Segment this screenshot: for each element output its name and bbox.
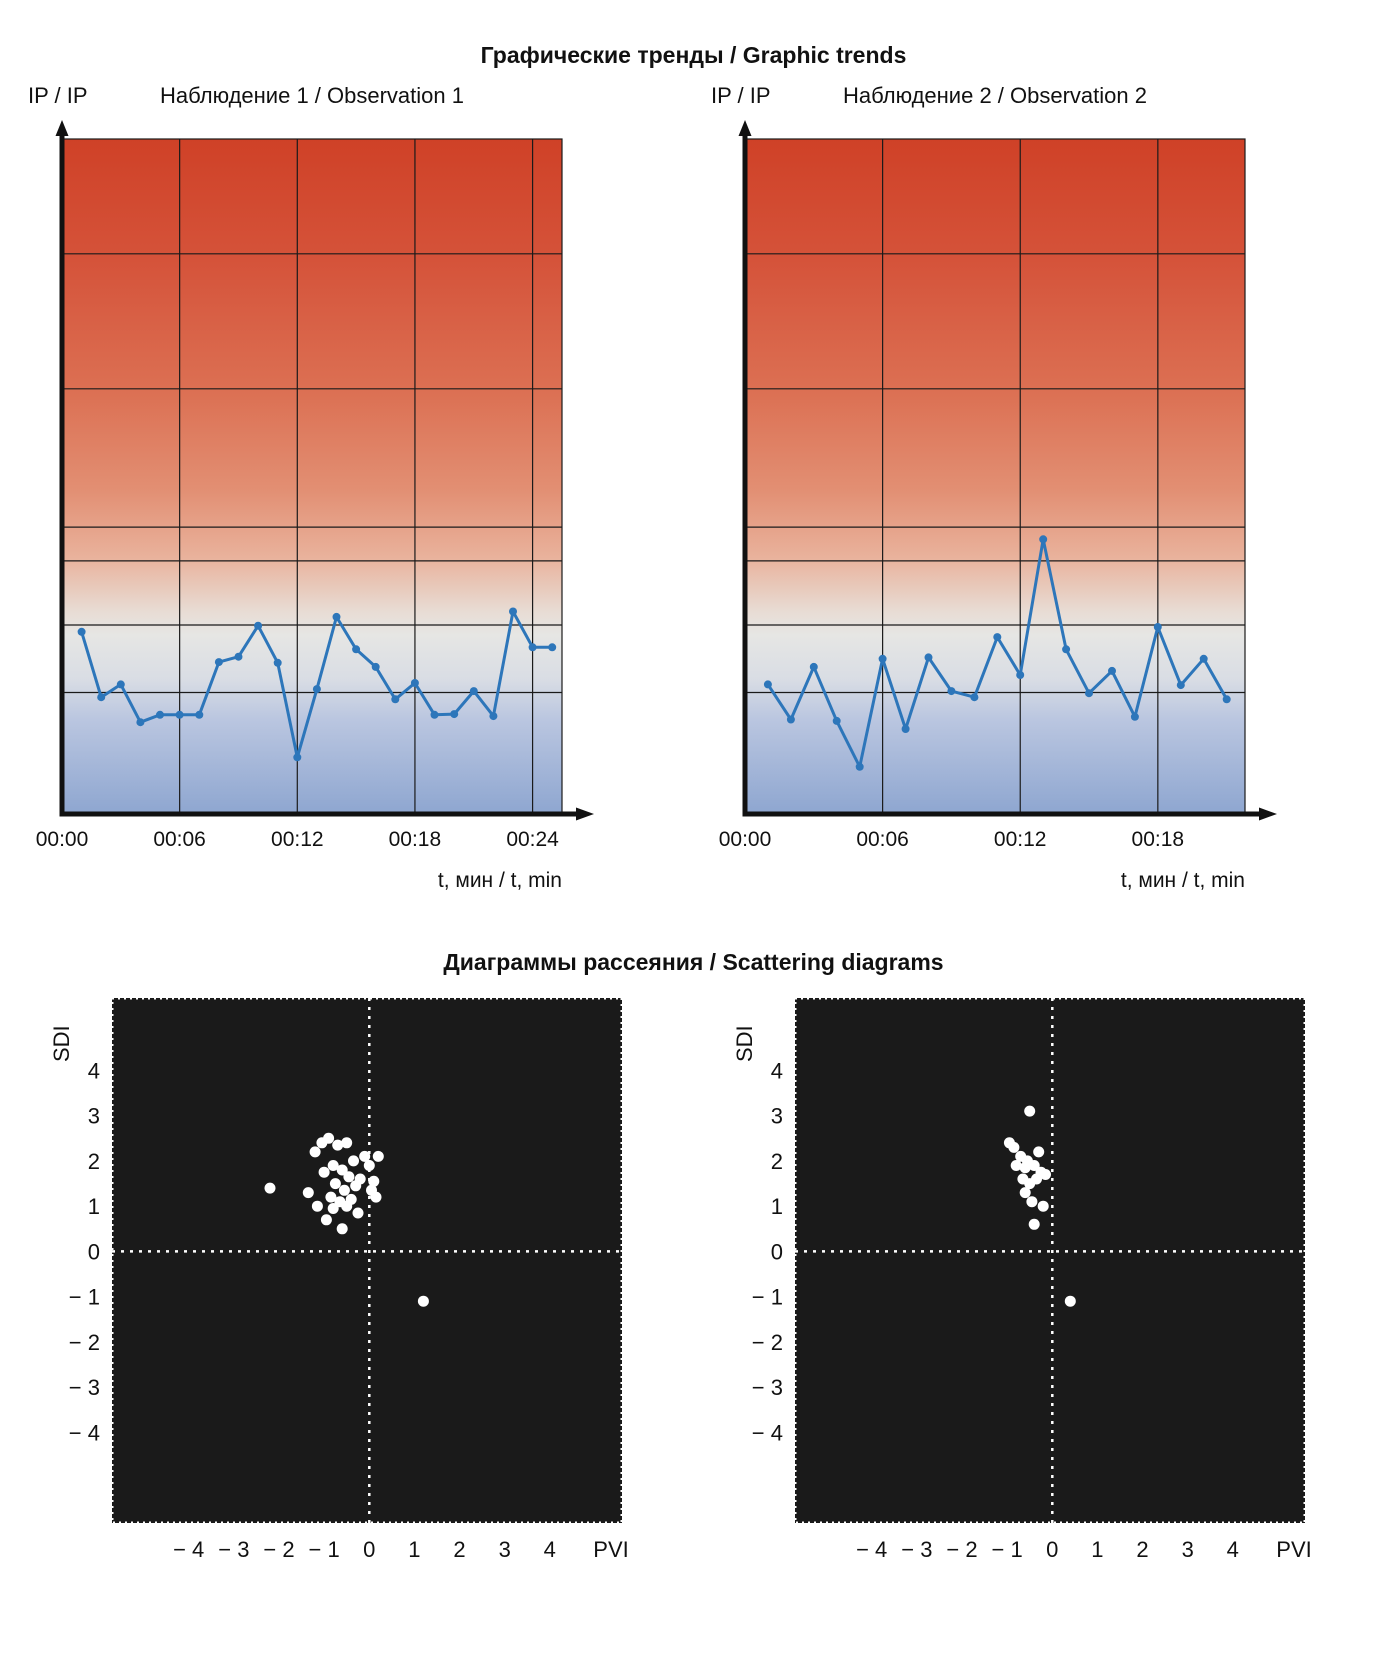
trends-row: IP / IP Наблюдение 1 / Observation 1 00:… <box>0 83 1387 893</box>
svg-text:3: 3 <box>88 1104 100 1129</box>
svg-text:2: 2 <box>1137 1537 1149 1562</box>
svg-text:− 1: − 1 <box>992 1537 1023 1562</box>
svg-text:PVI: PVI <box>593 1537 628 1562</box>
svg-text:SDI: SDI <box>49 1025 74 1062</box>
scatter-section-title: Диаграммы рассеяния / Scattering diagram… <box>443 949 944 975</box>
svg-text:1: 1 <box>771 1194 783 1219</box>
svg-text:00:18: 00:18 <box>1132 828 1185 851</box>
svg-text:− 4: − 4 <box>752 1421 783 1446</box>
svg-text:− 2: − 2 <box>263 1537 294 1562</box>
svg-text:00:18: 00:18 <box>389 828 442 851</box>
svg-text:00:06: 00:06 <box>856 828 909 851</box>
svg-text:− 2: − 2 <box>947 1537 978 1562</box>
svg-text:1: 1 <box>408 1537 420 1562</box>
svg-text:00:06: 00:06 <box>153 828 206 851</box>
trend-chart-observation-1: IP / IP Наблюдение 1 / Observation 1 00:… <box>22 83 682 893</box>
x-axis-label: t, мин / t, min <box>1120 869 1245 892</box>
trend-chart-2-header: IP / IP Наблюдение 2 / Observation 2 <box>705 83 1365 119</box>
svg-text:0: 0 <box>88 1239 100 1264</box>
y-axis-label: IP / IP <box>711 83 771 108</box>
svg-text:1: 1 <box>1092 1537 1104 1562</box>
trend-plot-2: 00:00 00:06 00:12 00:18 <box>719 120 1277 851</box>
svg-text:00:00: 00:00 <box>719 828 772 851</box>
svg-text:− 2: − 2 <box>69 1330 100 1355</box>
chart-title: Наблюдение 1 / Observation 1 <box>160 83 464 108</box>
svg-text:4: 4 <box>543 1537 555 1562</box>
svg-text:− 2: − 2 <box>752 1330 783 1355</box>
scatter-plot-1: 4 3 2 1 0 − 1 − 2 − 3 − 4 − 4 − 3 − 2 − 1 0 1 2 3 4 SDI PVI <box>49 996 628 1562</box>
svg-text:0: 0 <box>1046 1537 1058 1562</box>
svg-text:1: 1 <box>88 1194 100 1219</box>
trend-chart-observation-2: IP / IP Наблюдение 2 / Observation 2 00:… <box>705 83 1365 893</box>
svg-text:00:00: 00:00 <box>36 828 89 851</box>
trend-plot-1: 00:00 00:06 00:12 00:18 00:24 <box>36 120 594 851</box>
y-axis-label: IP / IP <box>28 83 88 108</box>
svg-text:− 4: − 4 <box>173 1537 204 1562</box>
svg-text:00:12: 00:12 <box>271 828 324 851</box>
trend-chart-1-header: IP / IP Наблюдение 1 / Observation 1 <box>22 83 682 119</box>
svg-text:− 4: − 4 <box>856 1537 887 1562</box>
svg-text:00:24: 00:24 <box>506 828 559 851</box>
svg-text:− 1: − 1 <box>69 1285 100 1310</box>
scatter-chart-1: 4 3 2 1 0 − 1 − 2 − 3 − 4 − 4 − 3 − 2 − 1 0 1 2 3 4 SDI PVI <box>37 990 667 1585</box>
svg-text:− 3: − 3 <box>752 1375 783 1400</box>
svg-text:− 3: − 3 <box>218 1537 249 1562</box>
scatter-chart-2: 4 3 2 1 0 − 1 − 2 − 3 − 4 − 4 − 3 − 2 − 1 0 1 2 3 4 SDI PVI <box>720 990 1350 1585</box>
svg-text:0: 0 <box>771 1239 783 1264</box>
svg-text:− 4: − 4 <box>69 1421 100 1446</box>
svg-text:PVI: PVI <box>1277 1537 1312 1562</box>
svg-text:3: 3 <box>498 1537 510 1562</box>
svg-text:4: 4 <box>1227 1537 1239 1562</box>
svg-text:3: 3 <box>1182 1537 1194 1562</box>
chart-title: Наблюдение 2 / Observation 2 <box>843 83 1147 108</box>
svg-text:4: 4 <box>88 1058 100 1083</box>
scatter-plot-2: 4 3 2 1 0 − 1 − 2 − 3 − 4 − 4 − 3 − 2 − 1 0 1 2 3 4 SDI PVI <box>732 996 1312 1562</box>
svg-text:− 1: − 1 <box>752 1285 783 1310</box>
scatter-row: 4 3 2 1 0 − 1 − 2 − 3 − 4 − 4 − 3 − 2 − 1 0 1 2 3 4 SDI PVI… <box>0 990 1387 1585</box>
trends-section-title: Графические тренды / Graphic trends <box>480 42 907 68</box>
svg-text:2: 2 <box>88 1149 100 1174</box>
svg-text:00:12: 00:12 <box>994 828 1047 851</box>
svg-text:− 3: − 3 <box>902 1537 933 1562</box>
svg-text:− 3: − 3 <box>69 1375 100 1400</box>
svg-text:2: 2 <box>453 1537 465 1562</box>
svg-text:0: 0 <box>363 1537 375 1562</box>
svg-text:3: 3 <box>771 1104 783 1129</box>
svg-text:4: 4 <box>771 1058 783 1083</box>
svg-text:2: 2 <box>771 1149 783 1174</box>
svg-text:SDI: SDI <box>732 1025 757 1062</box>
x-axis-label: t, мин / t, min <box>437 869 562 892</box>
svg-text:− 1: − 1 <box>308 1537 339 1562</box>
